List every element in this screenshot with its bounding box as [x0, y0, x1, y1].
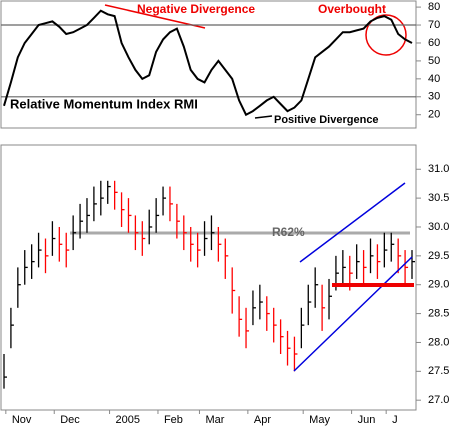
annotation: Overbought — [318, 2, 386, 16]
y-tick-label: 50 — [428, 55, 440, 67]
x-tick-label: Mar — [205, 414, 224, 426]
annotation: Negative Divergence — [137, 2, 255, 16]
y-tick-label: 28.5 — [428, 307, 449, 319]
x-tick-label: Dec — [60, 414, 80, 426]
rmi-line — [3, 9, 413, 117]
y-tick-label: 30.0 — [428, 221, 449, 233]
y-tick-label: 30 — [428, 91, 440, 103]
rmi-title: Relative Momentum Index RMI — [10, 96, 198, 111]
annotation: R62% — [272, 225, 305, 239]
y-tick-label: 29.0 — [428, 279, 449, 291]
y-tick-label: 28.0 — [428, 336, 449, 348]
x-tick-label: 2005 — [116, 414, 140, 426]
y-tick-label: 30.5 — [428, 192, 449, 204]
x-tick-label: Jun — [358, 414, 376, 426]
y-tick-label: 27.0 — [428, 394, 449, 406]
annotation: Positive Divergence — [274, 114, 379, 126]
x-tick-label: Nov — [12, 414, 32, 426]
rmi-panel — [0, 0, 417, 129]
y-tick-label: 27.5 — [428, 365, 449, 377]
y-tick-label: 70 — [428, 19, 440, 31]
y-tick-label: 80 — [428, 1, 440, 13]
y-tick-label: 31.0 — [428, 163, 449, 175]
price-panel — [0, 144, 417, 411]
trend-line — [299, 182, 406, 263]
y-tick-label: 60 — [428, 37, 440, 49]
divergence-line — [104, 4, 206, 29]
x-tick-label: May — [309, 414, 330, 426]
divergence-line — [254, 115, 273, 119]
y-tick-label: 29.5 — [428, 250, 449, 262]
y-tick-label: 40 — [428, 73, 440, 85]
x-tick-label: Feb — [164, 414, 183, 426]
x-tick-label: J — [392, 414, 398, 426]
y-tick-label: 20 — [428, 109, 440, 121]
x-tick-label: Apr — [254, 414, 271, 426]
overbought-circle — [365, 14, 407, 56]
trend-line — [293, 256, 413, 372]
